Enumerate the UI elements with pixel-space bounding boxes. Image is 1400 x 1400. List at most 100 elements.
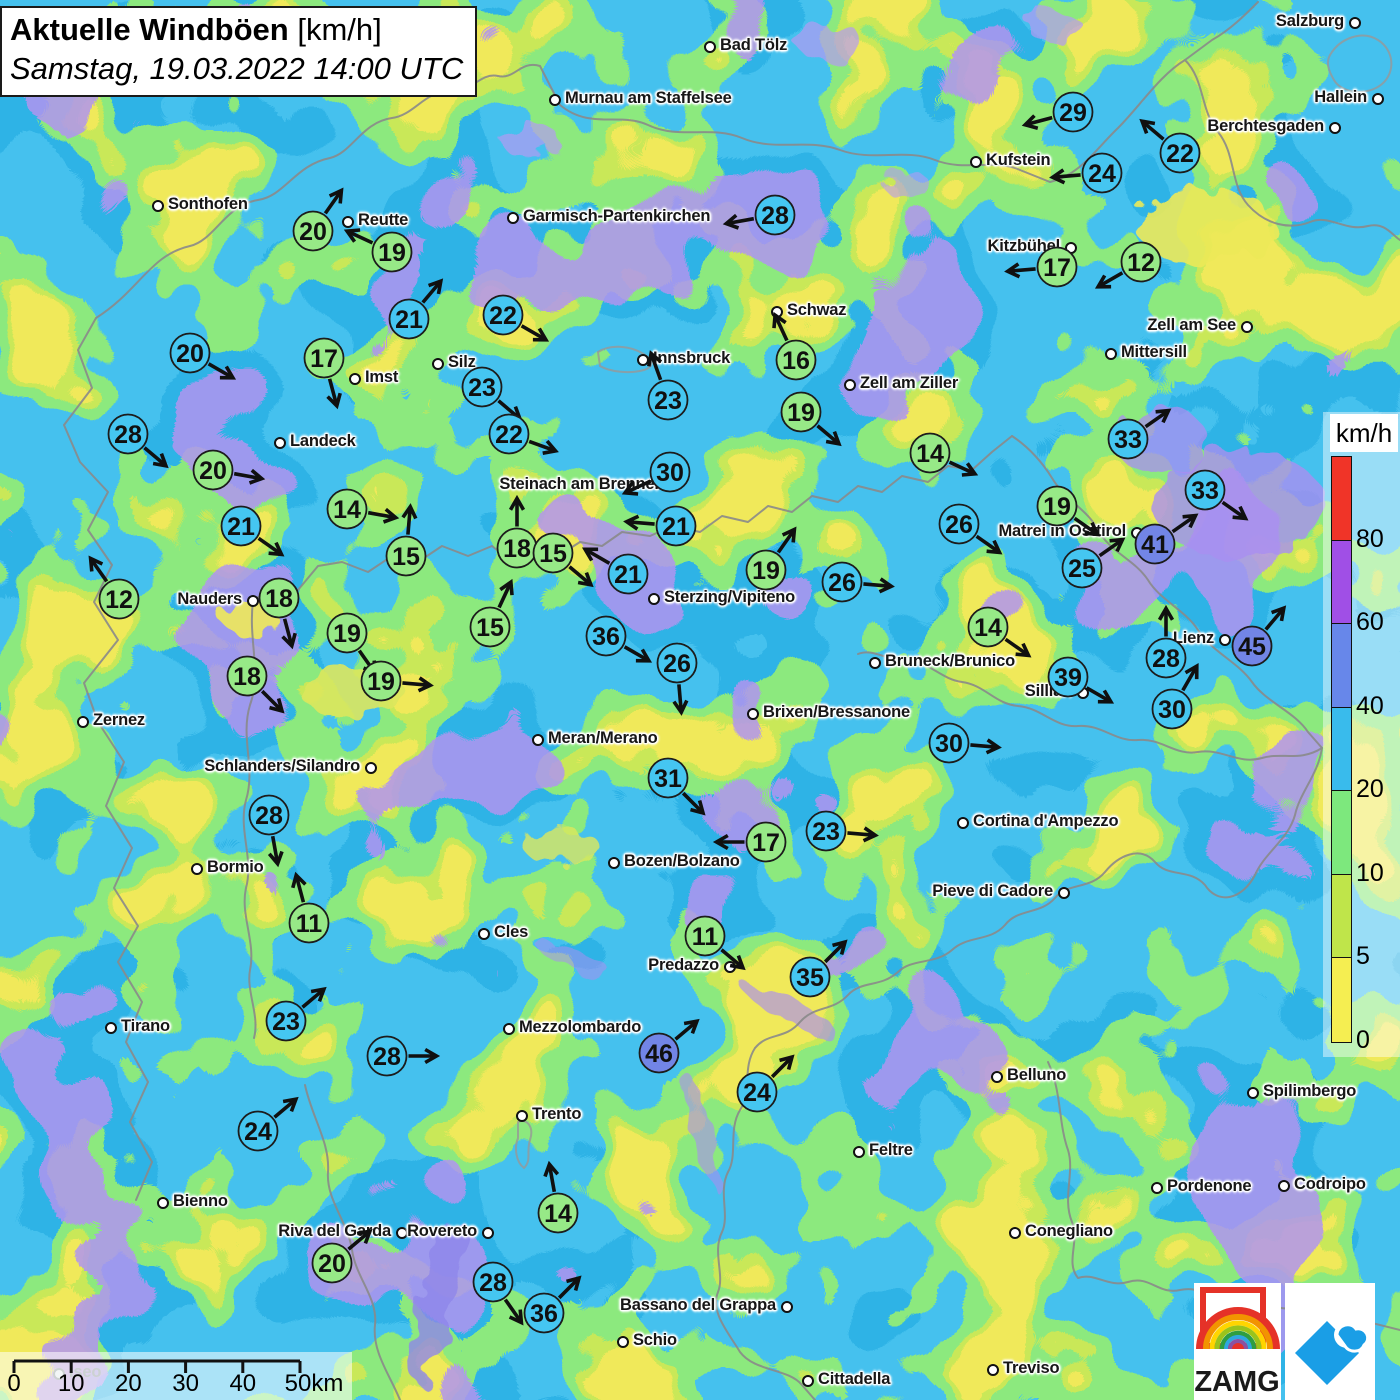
city-label: Zell am See (1147, 316, 1236, 334)
wind-station-badge-35: 35 (750, 917, 870, 1037)
gust-value: 36 (592, 623, 620, 651)
city-label: Murnau am Staffelsee (565, 89, 732, 107)
city-marker-icon (506, 211, 519, 224)
city-marker-icon (531, 733, 544, 746)
gust-value-circle (938, 503, 980, 545)
wind-station-badge-31: 31 (608, 718, 728, 838)
scale-label-40: 40 (229, 1370, 257, 1397)
gust-value-circle (326, 488, 368, 530)
arrow-head-icon (832, 939, 848, 955)
city-marker-icon (395, 1226, 408, 1239)
wind-direction-arrow (1024, 115, 1053, 127)
gust-value: 23 (812, 818, 840, 846)
gust-value-circle (292, 210, 334, 252)
wind-direction-arrow (1140, 119, 1165, 141)
city-label: Brixen/Bressanone (763, 703, 910, 721)
city-marker-icon (636, 353, 649, 366)
gust-value-circle (388, 298, 430, 340)
arrow-head-icon (1084, 521, 1101, 537)
city-marker-icon (431, 357, 444, 370)
arrow-head-icon (722, 213, 740, 230)
gust-value-circle (1061, 547, 1103, 589)
city-label: Rovereto (407, 1222, 477, 1240)
wind-direction-arrow (1098, 538, 1124, 558)
wind-direction-arrow (89, 557, 109, 583)
gust-value-circle (98, 578, 140, 620)
arrow-head-icon (543, 1160, 560, 1178)
gust-value-circle (805, 810, 847, 852)
wind-direction-arrow (557, 1276, 581, 1300)
gust-value-circle (265, 1000, 307, 1042)
city-label: Berchtesgaden (1207, 117, 1324, 135)
city-marker-icon (607, 856, 620, 869)
city-label: Salzburg (1275, 12, 1344, 30)
wind-direction-arrow (1181, 665, 1199, 692)
arrow-head-icon (152, 452, 169, 469)
wind-station-badge-18: 18 (187, 616, 307, 736)
wind-station-badge-36: 36 (484, 1253, 604, 1373)
wind-direction-arrow (503, 1298, 523, 1324)
city-label: Reutte (358, 211, 409, 229)
gust-value: 19 (333, 620, 361, 648)
city-marker-icon (1328, 121, 1341, 134)
city-label: Predazzo (648, 956, 719, 974)
arrow-head-icon (712, 833, 729, 851)
legend-unit-label: km/h (1330, 414, 1398, 452)
arrow-head-icon (1182, 513, 1199, 529)
gust-value-circle (789, 956, 831, 998)
wind-direction-arrow (421, 279, 443, 304)
wind-station-badge-19: 19 (706, 510, 826, 630)
wind-station-badge-41: 41 (1095, 484, 1215, 604)
scale-label-30: 30 (172, 1370, 199, 1397)
wind-station-badge-23: 23 (766, 771, 886, 891)
wind-station-badge-14: 14 (498, 1153, 618, 1273)
city-label: Hallein (1314, 88, 1367, 106)
gust-value-circle (649, 451, 691, 493)
legend-tick-80: 80 (1356, 524, 1384, 553)
city-marker-icon (246, 594, 259, 607)
wind-direction-arrow (402, 681, 431, 688)
arrow-head-icon (1049, 168, 1066, 185)
gust-value-circle (1184, 469, 1226, 511)
arrow-head-icon (1184, 662, 1199, 680)
city-label: Treviso (1003, 1359, 1060, 1377)
gust-value-circle (482, 294, 524, 336)
wind-direction-arrow (367, 510, 397, 520)
gust-value-circle (366, 1035, 408, 1077)
wind-station-badge-45: 45 (1192, 586, 1312, 706)
city-marker-icon (477, 927, 490, 940)
city-marker-icon (616, 1335, 629, 1348)
wind-direction-arrow (273, 1097, 298, 1119)
wind-station-badge-15: 15 (346, 496, 466, 616)
arrow-head-icon (825, 430, 842, 447)
gust-value-circle (647, 757, 689, 799)
legend-tick-5: 5 (1356, 942, 1370, 971)
gust-value-circle (1145, 637, 1187, 679)
city-marker-icon (956, 816, 969, 829)
gust-value-circle (754, 194, 796, 236)
city-marker-icon (1371, 92, 1384, 105)
gust-value-circle (303, 337, 345, 379)
wind-direction-arrow (568, 565, 593, 587)
title-unit: [km/h] (288, 12, 382, 47)
zamg-wordmark: ZAMG (1194, 1366, 1279, 1398)
gust-value-circle (656, 642, 698, 684)
gust-value-circle (1052, 91, 1094, 133)
wind-station-badge-33: 33 (1068, 379, 1188, 499)
wind-station-badge-21: 21 (568, 514, 688, 634)
arrow-head-icon (1004, 262, 1021, 279)
arrow-head-icon (88, 555, 104, 572)
gust-value: 15 (476, 614, 504, 642)
wind-station-badge-12: 12 (1081, 202, 1201, 322)
wind-direction-arrow (1221, 500, 1247, 520)
wind-direction-arrow (1085, 686, 1112, 704)
arrow-head-icon (542, 439, 559, 455)
arrow-head-icon (961, 462, 979, 477)
wind-direction-arrow (207, 362, 234, 380)
wind-station-badge-28: 28 (1106, 598, 1226, 718)
wind-station-badge-15: 15 (493, 493, 613, 613)
arrow-head-icon (577, 571, 594, 588)
wind-direction-arrow (626, 519, 655, 526)
gust-value: 46 (645, 1040, 673, 1068)
